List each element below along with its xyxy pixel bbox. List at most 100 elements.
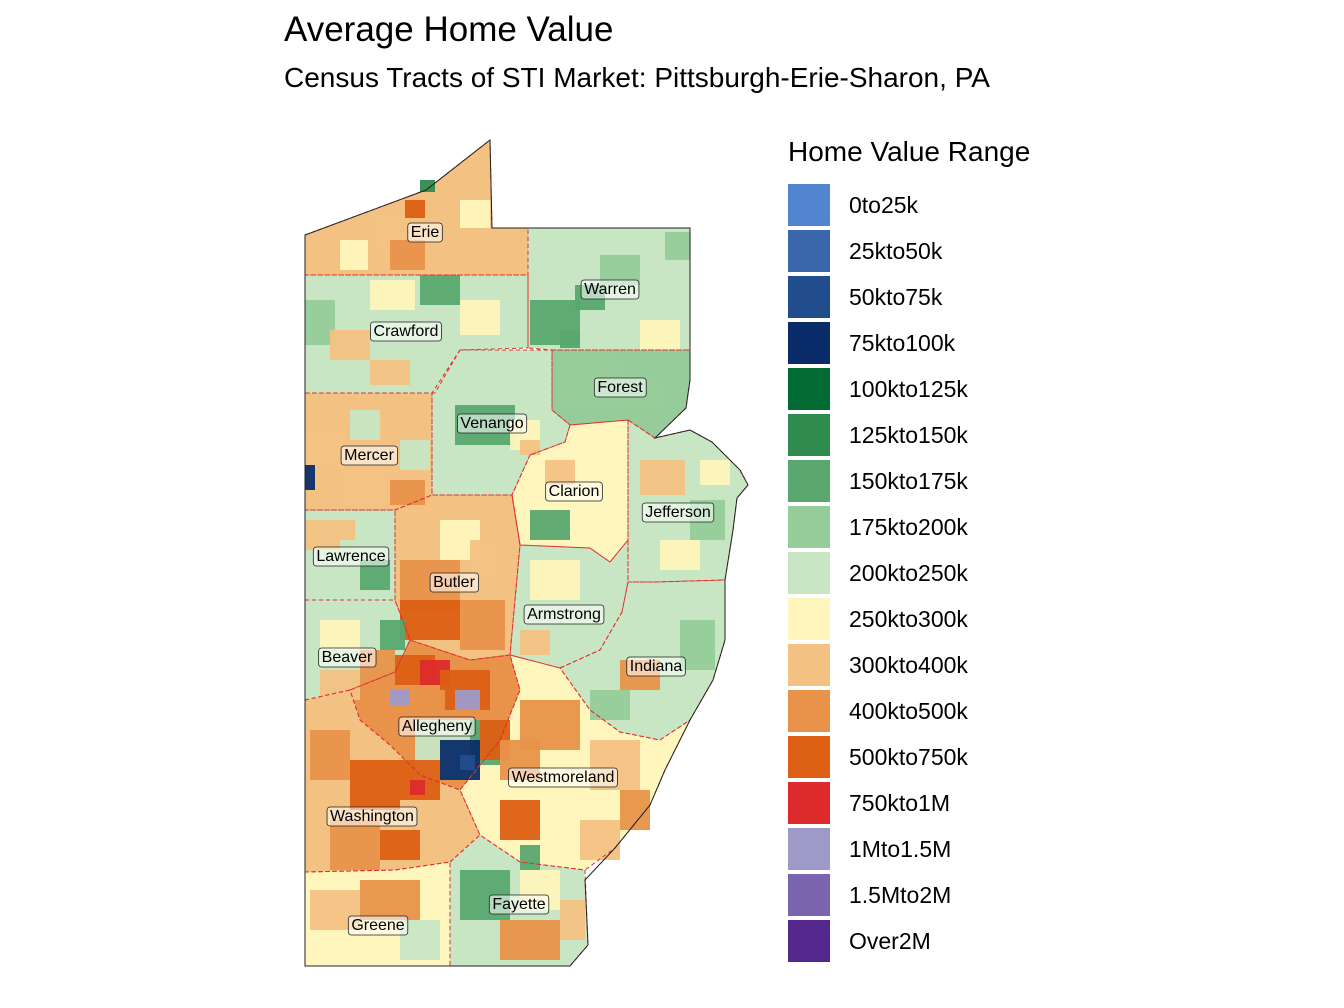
census-tract <box>500 920 560 960</box>
county-label-erie: Erie <box>407 222 443 243</box>
county-label-box <box>641 502 715 523</box>
legend-swatch <box>788 276 830 318</box>
legend-item: 150kto175k <box>788 458 1030 504</box>
census-tract <box>330 820 380 870</box>
county-label-text: Greene <box>351 917 404 934</box>
legend-label: 400kto500k <box>849 697 968 724</box>
county-label-box <box>429 572 479 593</box>
census-tract <box>400 440 430 470</box>
legend-label: 200kto250k <box>849 559 968 586</box>
legend-label: 75kto100k <box>849 329 956 356</box>
county-label-greene: Greene <box>347 915 409 936</box>
county-label-text: Erie <box>411 224 440 241</box>
county-border <box>304 509 396 601</box>
county-label-box <box>523 604 605 625</box>
county-label-venango: Venango <box>457 413 528 434</box>
census-tract <box>665 232 690 260</box>
legend-item: 0to25k <box>788 182 1030 228</box>
census-tract <box>460 600 505 650</box>
legend-swatch <box>788 736 830 778</box>
market-outline <box>304 138 749 967</box>
census-tract <box>520 700 580 750</box>
county-label-box <box>340 445 398 466</box>
county-label-mercer: Mercer <box>340 445 398 466</box>
legend-label: 500kto750k <box>849 743 968 770</box>
legend-swatch <box>788 184 830 226</box>
county-label-text: Butler <box>433 574 475 591</box>
legend-label: Over2M <box>849 927 931 954</box>
county-label-box <box>326 806 418 827</box>
county-label-box <box>407 222 443 243</box>
census-tract <box>340 240 368 270</box>
legend-title: Home Value Range <box>788 136 1031 167</box>
county-label-forest: Forest <box>593 377 647 398</box>
legend-label: 50kto75k <box>849 283 943 310</box>
census-tract <box>305 430 345 470</box>
legend-swatch <box>788 460 830 502</box>
county-label-box <box>545 481 603 502</box>
county-label-lawrence: Lawrence <box>312 546 390 567</box>
county-label-text: Lawrence <box>316 548 385 565</box>
county-label-text: Crawford <box>374 323 439 340</box>
county-label-text: Venango <box>460 415 523 432</box>
census-tract <box>410 780 425 795</box>
legend-item: 1Mto1.5M <box>788 826 1030 872</box>
legend-label: 1.5Mto2M <box>849 881 952 908</box>
legend-label: 750kto1M <box>849 789 951 816</box>
legend-label: 300kto400k <box>849 651 968 678</box>
census-tract <box>370 280 415 310</box>
census-tract <box>520 440 540 455</box>
census-tract <box>390 690 410 705</box>
legend-label: 25kto50k <box>849 237 943 264</box>
county-border <box>349 639 521 791</box>
county-label-text: Mercer <box>344 447 394 464</box>
census-tract <box>390 240 425 270</box>
legend-swatch <box>788 230 830 272</box>
legend-label: 175kto200k <box>849 513 968 540</box>
county-label-butler: Butler <box>429 572 479 593</box>
census-tract <box>460 200 490 228</box>
legend-items: 0to25k 25kto50k 50kto75k 75kto100k 100kto125… <box>788 182 1030 964</box>
census-tract <box>545 460 575 485</box>
legend-swatch <box>788 552 830 594</box>
legend-item: 400kto500k <box>788 688 1030 734</box>
county-border <box>304 861 451 967</box>
county-label-clarion: Clarion <box>545 481 603 502</box>
census-tract <box>500 800 540 840</box>
county-label-armstrong: Armstrong <box>523 604 605 625</box>
legend-item: 50kto75k <box>788 274 1030 320</box>
legend-swatch <box>788 920 830 962</box>
legend-item: 200kto250k <box>788 550 1030 596</box>
legend-swatch <box>788 690 830 732</box>
county-label-box <box>457 413 528 434</box>
legend-item: 25kto50k <box>788 228 1030 274</box>
county-label-text: Armstrong <box>527 606 601 623</box>
census-tract <box>680 620 715 670</box>
county-label-text: Forest <box>597 379 643 396</box>
county-label-jefferson: Jefferson <box>641 502 715 523</box>
census-tract <box>580 820 620 860</box>
legend-swatch <box>788 828 830 870</box>
census-tract <box>380 620 405 650</box>
census-tract <box>560 900 585 940</box>
county-label-fayette: Fayette <box>488 894 550 915</box>
county-label-text: Jefferson <box>645 504 711 521</box>
county-label-text: Indiana <box>630 658 683 675</box>
county-label-box <box>398 716 476 737</box>
census-tract <box>420 180 435 192</box>
census-tract <box>455 690 480 710</box>
county-border <box>431 349 571 496</box>
census-tract <box>310 730 350 780</box>
county-label-box <box>312 546 390 567</box>
county-label-indiana: Indiana <box>626 656 686 677</box>
legend: Home Value Range 0to25k 25kto50k 50kto75k 7… <box>788 136 1030 964</box>
county-label-beaver: Beaver <box>318 647 377 668</box>
census-tract <box>460 300 500 335</box>
legend-item: 1.5Mto2M <box>788 872 1030 918</box>
census-tract <box>380 830 420 860</box>
county-label-text: Beaver <box>322 649 373 666</box>
census-tract <box>390 480 425 505</box>
census-tract <box>560 330 580 348</box>
county-label-text: Warren <box>584 281 636 298</box>
legend-item: 300kto400k <box>788 642 1030 688</box>
